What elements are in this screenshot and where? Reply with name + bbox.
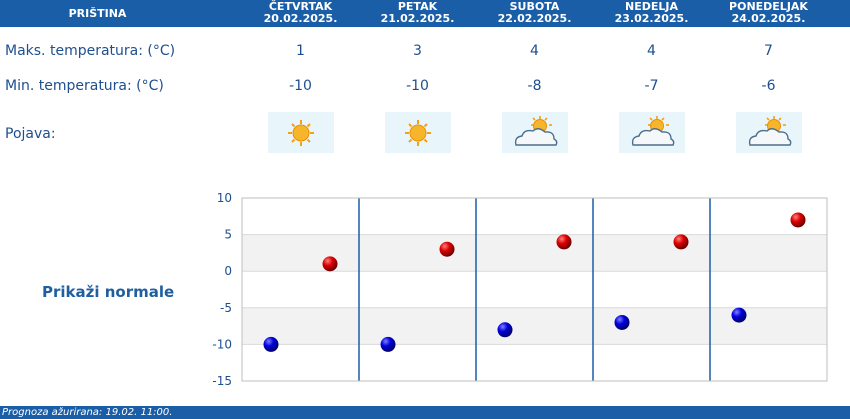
min-temp-point [380, 336, 396, 352]
min-temp-value: -7 [644, 78, 659, 94]
max-temp-value: 1 [296, 43, 305, 59]
forecast-header: PRIŠTINA ČETVRTAK 20.02.2025. PETAK 21.0… [0, 0, 850, 27]
max-temp-value: 4 [647, 43, 656, 59]
max-temp-point [673, 234, 689, 250]
day-header-1: ČETVRTAK 20.02.2025. [242, 1, 359, 25]
min-temp-value: -6 [761, 78, 776, 94]
temperature-chart: 10 5 0 -5 -10 -15 [212, 191, 828, 388]
max-temp-value: 3 [413, 43, 422, 59]
day-header-4: NEDELJA 23.02.2025. [593, 1, 710, 25]
forecast-updated-text: Prognoza ažurirana: 19.02. 11:00. [2, 407, 173, 418]
day-name: PETAK [397, 0, 438, 13]
min-temp-label: Min. temperatura: (°C) [5, 78, 164, 94]
y-tick-label: 5 [224, 228, 232, 242]
day-date: 21.02.2025. [380, 12, 455, 25]
day-name: NEDELJA [625, 0, 678, 13]
y-tick-label: -10 [212, 337, 232, 351]
phenomenon-label: Pojava: [5, 126, 56, 142]
max-temp-point [322, 256, 338, 272]
sun-behind-cloud-icon [619, 112, 685, 153]
min-temp-value: -8 [527, 78, 542, 94]
plot-frame [241, 197, 828, 382]
min-temp-point [614, 314, 630, 330]
max-temp-label: Maks. temperatura: (°C) [5, 43, 176, 59]
min-temp-value: -10 [406, 78, 429, 94]
day-header-2: PETAK 21.02.2025. [359, 1, 476, 25]
grid-band [242, 234, 827, 272]
y-tick-label: -15 [212, 374, 232, 388]
min-temp-value: -10 [289, 78, 312, 94]
max-temp-point [790, 212, 806, 228]
min-temp-point [497, 322, 513, 338]
max-temp-point [439, 241, 455, 257]
day-date: 20.02.2025. [263, 12, 338, 25]
sunny-icon [268, 112, 334, 153]
y-tick-label: -5 [220, 301, 232, 315]
day-date: 24.02.2025. [731, 12, 806, 25]
day-header-3: SUBOTA 22.02.2025. [476, 1, 593, 25]
day-date: 22.02.2025. [497, 12, 572, 25]
show-normals-link[interactable]: Prikaži normale [42, 283, 175, 301]
footer-bar: Prognoza ažurirana: 19.02. 11:00. [0, 406, 850, 419]
sunny-icon [385, 112, 451, 153]
y-tick-label: 0 [224, 264, 232, 278]
max-temp-point [556, 234, 572, 250]
max-temp-value: 7 [764, 43, 773, 59]
day-name: PONEDELJAK [729, 0, 808, 13]
day-header-5: PONEDELJAK 24.02.2025. [710, 1, 827, 25]
sun-behind-cloud-icon [502, 112, 568, 153]
day-name: SUBOTA [509, 0, 560, 13]
day-name: ČETVRTAK [268, 0, 333, 13]
y-tick-label: 10 [217, 191, 232, 205]
min-temp-point [263, 336, 279, 352]
max-temp-value: 4 [530, 43, 539, 59]
city-name: PRIŠTINA [68, 7, 127, 20]
day-date: 23.02.2025. [614, 12, 689, 25]
min-temp-point [731, 307, 747, 323]
sun-behind-cloud-icon [736, 112, 802, 153]
grid-band [242, 307, 827, 345]
